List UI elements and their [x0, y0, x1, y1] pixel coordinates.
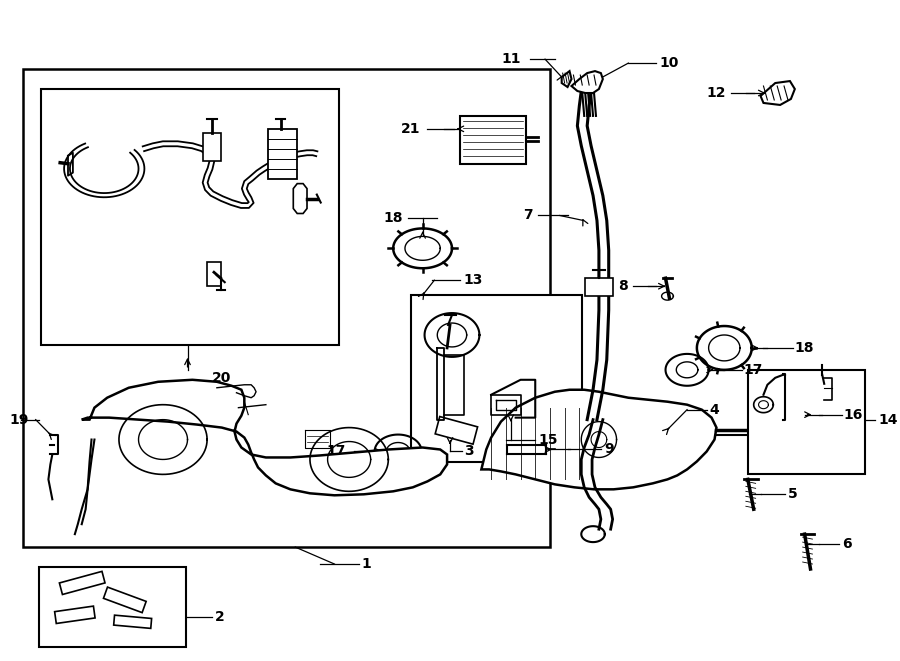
Text: 9: 9	[604, 442, 614, 457]
Bar	[748, 370, 866, 475]
Bar	[40, 89, 339, 345]
Text: 10: 10	[660, 56, 679, 70]
Text: 3: 3	[464, 444, 473, 459]
Text: 18: 18	[383, 212, 403, 225]
Text: 17: 17	[744, 363, 763, 377]
Text: 16: 16	[844, 408, 863, 422]
Polygon shape	[82, 380, 447, 495]
Bar	[59, 571, 105, 594]
Bar	[436, 416, 478, 444]
Bar	[39, 567, 185, 646]
Bar	[22, 69, 550, 547]
Polygon shape	[293, 184, 307, 214]
Text: 18: 18	[795, 341, 815, 355]
Text: 5: 5	[788, 487, 797, 501]
Text: 21: 21	[401, 122, 420, 136]
Bar	[55, 606, 95, 623]
Text: 14: 14	[878, 412, 897, 426]
Text: 15: 15	[538, 432, 558, 447]
Text: 19: 19	[9, 412, 29, 426]
Text: 8: 8	[618, 279, 628, 293]
Text: 17: 17	[327, 444, 346, 459]
Text: 4: 4	[709, 403, 719, 416]
Text: 1: 1	[362, 557, 372, 571]
Bar	[104, 587, 146, 613]
Polygon shape	[760, 81, 795, 105]
Bar	[268, 129, 297, 178]
Text: 13: 13	[464, 273, 483, 288]
Text: 11: 11	[501, 52, 520, 66]
Text: 6: 6	[842, 537, 851, 551]
Bar	[410, 295, 582, 463]
Text: 7: 7	[523, 208, 532, 223]
Text: 20: 20	[212, 371, 231, 385]
Bar	[113, 615, 151, 629]
Bar	[585, 278, 613, 296]
Bar	[207, 262, 220, 286]
Text: 12: 12	[706, 86, 726, 100]
Polygon shape	[482, 390, 716, 489]
Bar	[460, 116, 526, 164]
Text: 2: 2	[215, 610, 225, 624]
Polygon shape	[572, 71, 603, 93]
Bar	[203, 133, 220, 161]
Polygon shape	[562, 71, 572, 87]
